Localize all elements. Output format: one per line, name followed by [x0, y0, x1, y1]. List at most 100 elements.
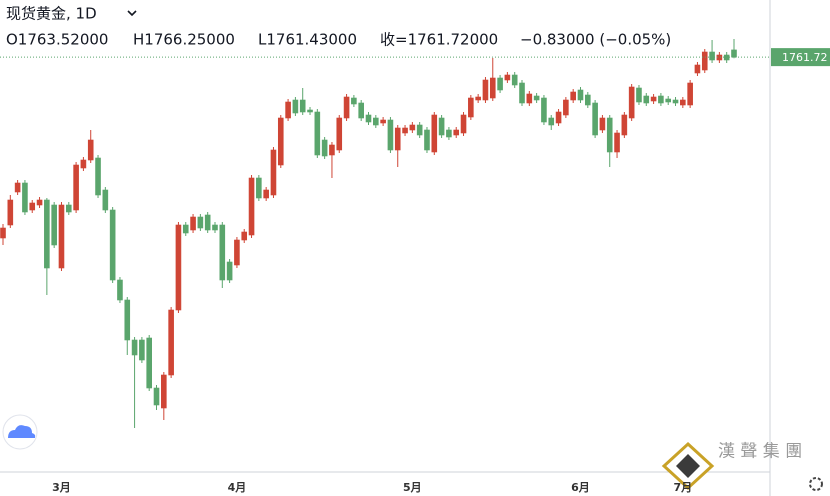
candle-body [460, 114, 467, 134]
candle-body [146, 337, 152, 389]
candle-body [226, 261, 233, 281]
candle-body [190, 216, 196, 231]
candle-body [387, 119, 394, 151]
candle-body [563, 99, 569, 116]
ohlc-label: H1766.25000 [133, 31, 235, 49]
candle-body [65, 204, 72, 213]
diamond-inner [676, 454, 700, 478]
candle-body [621, 114, 628, 136]
candle-body [511, 74, 518, 86]
candle-body [373, 117, 379, 126]
candle-body [533, 95, 540, 101]
candle-body [343, 96, 350, 119]
candle-body [314, 111, 321, 156]
dropdown-chevron[interactable] [127, 10, 137, 17]
candle-body [73, 164, 79, 211]
candle-body [336, 117, 343, 151]
candle-body [628, 86, 635, 119]
candle-body [139, 339, 145, 361]
candle-body [161, 374, 167, 409]
candle-body [570, 91, 576, 101]
candle-body [489, 77, 496, 99]
candle-body [109, 209, 116, 281]
candle-body [614, 132, 620, 153]
candle-body [482, 79, 489, 101]
candle-body [358, 102, 364, 119]
candle-body [117, 279, 123, 301]
candle-body [7, 199, 14, 226]
candle-body [212, 224, 218, 231]
price-label: 1761.72 [782, 51, 828, 64]
candle-body [731, 49, 737, 58]
candle-body [665, 98, 672, 103]
candle-body [0, 227, 6, 239]
candle-body [636, 87, 642, 103]
tv-logo [2, 414, 38, 450]
candle-body [716, 54, 723, 61]
x-tick-label: 3月 [52, 481, 71, 494]
candle-body [380, 119, 386, 124]
price-label-box [771, 48, 830, 67]
chart-title: 现货黄金, 1D [6, 5, 97, 23]
candle-body [175, 224, 182, 311]
candle-body [680, 99, 686, 106]
ohlc-label: O1763.52000 [6, 31, 108, 49]
candle-body [197, 216, 204, 229]
candle-body [526, 93, 533, 104]
ohlc-label: L1761.43000 [258, 31, 357, 49]
candle-body [44, 199, 50, 269]
x-tick-label: 5月 [403, 481, 422, 494]
candle-body [87, 139, 94, 161]
candle-body [22, 182, 28, 213]
ohlc-label: −0.83000 (−0.05%) [520, 31, 671, 49]
candle-body [694, 64, 701, 74]
candle-body [219, 224, 226, 281]
candle-body [402, 127, 408, 134]
x-tick-label: 7月 [674, 481, 693, 494]
candle-body [497, 77, 503, 91]
ohlc-legend: O1763.52000 H1766.25000 L1761.43000 收=1761.… [6, 31, 671, 49]
candle-body [438, 117, 445, 136]
candle-body [519, 82, 525, 104]
candle-body [51, 204, 57, 246]
candle-body [299, 99, 306, 113]
candle-body [409, 124, 416, 131]
settings-gear[interactable] [809, 477, 823, 491]
candle-body [307, 109, 313, 113]
candle-body [29, 202, 36, 211]
candle-body [431, 114, 438, 153]
candle-body [36, 199, 43, 206]
logo-cloud [8, 425, 36, 438]
candle-body [394, 127, 401, 151]
candle-body [658, 95, 664, 104]
candle-body [416, 124, 423, 136]
watermark: 漢 聲 集 團 [718, 442, 802, 462]
candle-body [95, 157, 101, 196]
candle-body [548, 117, 555, 126]
candles [0, 39, 737, 428]
candle-body [701, 51, 708, 71]
candle-body [124, 299, 131, 341]
candle-body [234, 239, 240, 266]
candle-body [468, 97, 474, 118]
candle-body [650, 96, 657, 102]
candle-body [182, 224, 189, 234]
candle-body [329, 144, 335, 156]
candle-body [204, 214, 211, 231]
candle-body [321, 139, 328, 157]
candle-body [541, 97, 547, 123]
x-tick-label: 6月 [571, 481, 590, 494]
candle-body [102, 189, 109, 211]
candle-body [285, 101, 291, 119]
candle-body [131, 339, 138, 356]
candle-body [351, 97, 357, 105]
candle-body [555, 111, 562, 124]
candle-body [80, 159, 87, 169]
candle-body [292, 99, 299, 114]
candle-body [592, 102, 598, 136]
candle-body [168, 309, 174, 376]
candle-body [424, 129, 430, 151]
candle-body [14, 182, 21, 193]
